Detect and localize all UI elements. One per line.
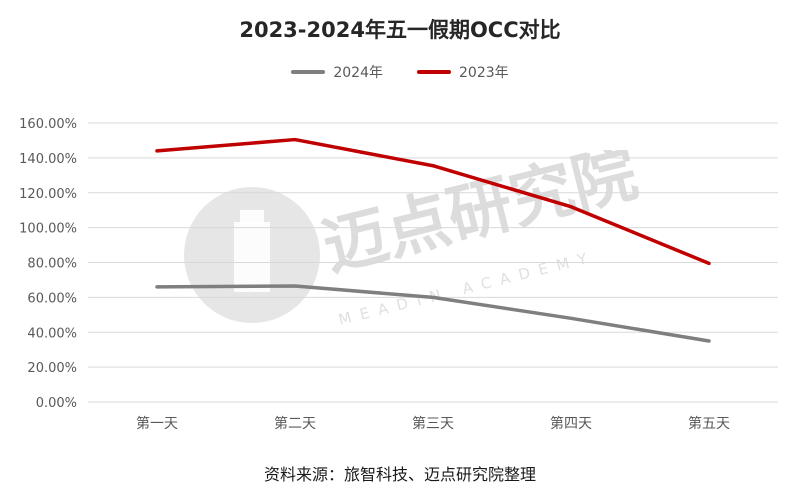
x-tick-label: 第三天 xyxy=(412,415,454,432)
source-note: 资料来源：旅智科技、迈点研究院整理 xyxy=(263,465,536,484)
y-tick-label: 60.00% xyxy=(27,291,77,306)
chart-title: 2023-2024年五一假期OCC对比 xyxy=(239,18,561,42)
y-tick-label: 0.00% xyxy=(36,396,77,411)
x-tick-label: 第四天 xyxy=(550,415,592,432)
data-point xyxy=(293,138,297,142)
legend-item-2023: 2023年 xyxy=(417,62,509,82)
data-point xyxy=(569,205,573,209)
legend-swatch-2023 xyxy=(417,70,451,74)
data-point xyxy=(293,284,297,288)
legend-swatch-2024 xyxy=(291,70,326,74)
data-point xyxy=(155,149,159,153)
y-tick-label: 160.00% xyxy=(19,117,77,132)
legend-item-2024: 2024年 xyxy=(291,62,383,82)
y-tick-label: 100.00% xyxy=(19,222,77,237)
data-point xyxy=(431,164,435,168)
data-point xyxy=(569,316,573,320)
legend-label-2023: 2023年 xyxy=(459,65,509,81)
x-tick-label: 第一天 xyxy=(136,415,178,432)
y-tick-label: 40.00% xyxy=(27,326,77,341)
y-tick-label: 80.00% xyxy=(27,257,77,272)
series-lines xyxy=(155,137,711,343)
data-point xyxy=(431,295,435,299)
legend: 2024年 2023年 xyxy=(0,62,800,82)
data-point xyxy=(707,339,711,343)
x-axis-ticks: 第一天 第二天 第三天 第四天 第五天 xyxy=(136,415,730,432)
y-tick-label: 140.00% xyxy=(19,152,77,167)
y-tick-label: 20.00% xyxy=(27,361,77,376)
legend-label-2024: 2024年 xyxy=(333,65,383,81)
data-point xyxy=(707,261,711,265)
x-tick-label: 第二天 xyxy=(274,415,316,432)
data-point xyxy=(155,285,159,289)
y-tick-label: 120.00% xyxy=(19,187,77,202)
x-tick-label: 第五天 xyxy=(688,415,730,432)
y-axis-ticks: 0.00% 20.00% 40.00% 60.00% 80.00% 100.00% 120.… xyxy=(19,117,77,411)
